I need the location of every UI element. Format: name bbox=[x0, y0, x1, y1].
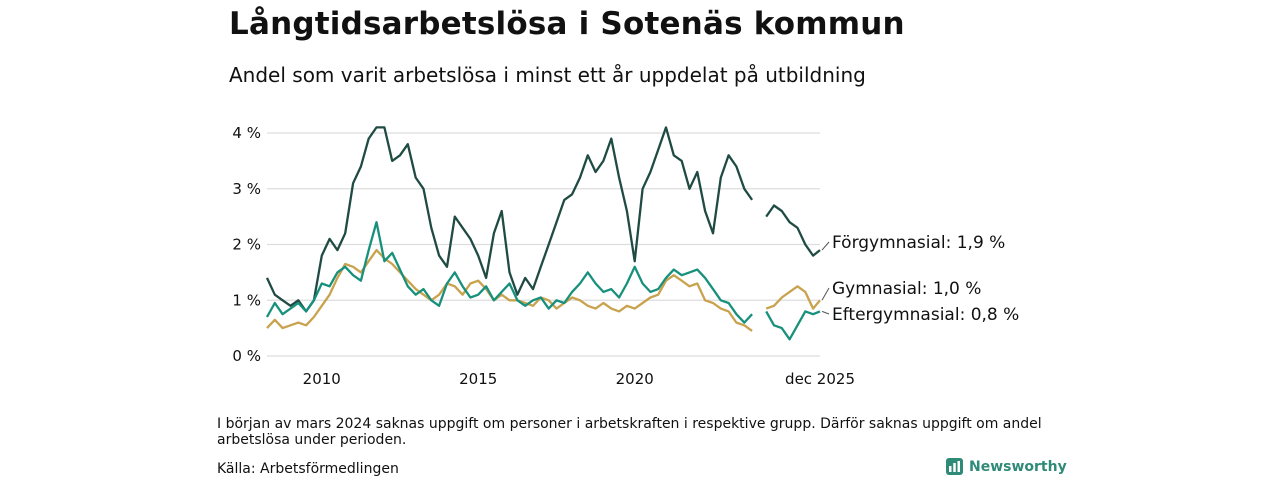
y-tick-label-3: 3 % bbox=[232, 180, 261, 198]
series-line-eftergymnasial-0 bbox=[265, 221, 753, 324]
source-text: Källa: Arbetsförmedlingen bbox=[217, 461, 399, 477]
series-line-förgymnasial-0 bbox=[265, 126, 754, 313]
x-axis-ticks: 2010 2015 2020 dec 2025 bbox=[303, 370, 855, 388]
leader-line-förgymnasial bbox=[821, 241, 830, 251]
leader-line-gymnasial bbox=[821, 287, 830, 301]
series-lines bbox=[265, 126, 821, 341]
end-label-förgymnasial: Förgymnasial: 1,9 % bbox=[832, 233, 1005, 253]
chart-subtitle: Andel som varit arbetslösa i minst ett å… bbox=[229, 63, 866, 87]
y-axis-ticks: 0 % 1 % 2 % 3 % 4 % bbox=[232, 124, 261, 365]
y-tick-label-0: 0 % bbox=[232, 347, 261, 365]
series-line-eftergymnasial-1 bbox=[765, 310, 821, 341]
y-tick-label-2: 2 % bbox=[232, 236, 261, 254]
series-line-gymnasial-0 bbox=[266, 248, 753, 332]
line-chart: 0 % 1 % 2 % 3 % 4 % 2010 2015 2020 dec 2025 För… bbox=[232, 124, 1019, 388]
series-end-labels: Förgymnasial: 1,9 % Gymnasial: 1,0 % Efter… bbox=[821, 233, 1019, 325]
end-label-gymnasial: Gymnasial: 1,0 % bbox=[832, 279, 981, 299]
grid-lines bbox=[267, 132, 820, 357]
brand-logo[interactable]: Newsworthy bbox=[946, 458, 1067, 475]
footnote: I början av mars 2024 saknas uppgift om … bbox=[217, 416, 1042, 448]
y-tick-label-4: 4 % bbox=[232, 124, 261, 142]
x-tick-label-0: 2010 bbox=[303, 370, 341, 388]
end-label-eftergymnasial: Eftergymnasial: 0,8 % bbox=[832, 305, 1019, 325]
bar-chart-icon bbox=[946, 458, 963, 475]
series-line-förgymnasial-1 bbox=[765, 204, 821, 257]
x-tick-label-3: dec 2025 bbox=[785, 370, 855, 388]
series-line-gymnasial-1 bbox=[765, 285, 821, 310]
leader-line-eftergymnasial bbox=[821, 310, 830, 315]
chart-title: Långtidsarbetslösa i Sotenäs kommun bbox=[229, 6, 905, 42]
x-tick-label-1: 2015 bbox=[459, 370, 497, 388]
x-tick-label-2: 2020 bbox=[616, 370, 654, 388]
brand-name: Newsworthy bbox=[969, 458, 1067, 475]
y-tick-label-1: 1 % bbox=[232, 291, 261, 309]
